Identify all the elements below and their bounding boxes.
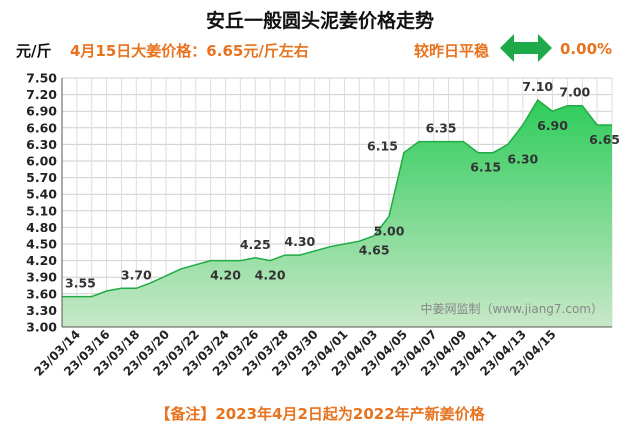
price-note: 4月15日大姜价格：6.65元/斤左右: [70, 42, 309, 60]
y-tick-label: 3.90: [26, 270, 57, 285]
unit-label: 元/斤: [16, 42, 52, 60]
price-area: [62, 100, 612, 327]
data-label: 3.70: [121, 267, 152, 282]
y-tick-label: 7.50: [26, 71, 57, 86]
y-tick-label: 3.60: [26, 286, 57, 301]
data-label: 7.00: [559, 85, 590, 100]
y-tick-label: 6.00: [26, 154, 57, 169]
double-arrow-icon: [500, 34, 552, 62]
data-labels: 3.55 3.70 4.20 4.25 4.20 4.30 4.65 5.00 6.15 6.35…: [65, 79, 620, 290]
compare-value: 0.00%: [560, 40, 613, 58]
compare-label: 较昨日平稳: [414, 42, 490, 60]
y-tick-label: 6.90: [26, 104, 57, 119]
data-label: 6.35: [426, 121, 457, 136]
data-label: 6.90: [537, 118, 568, 133]
data-label: 7.10: [522, 79, 553, 94]
y-tick-label: 3.30: [26, 303, 57, 318]
y-tick-label: 3.00: [26, 320, 57, 335]
y-tick-label: 5.40: [26, 187, 57, 202]
data-label: 6.65: [589, 132, 620, 147]
footnote: 【备注】2023年4月2日起为2022年产新姜价格: [155, 405, 485, 423]
y-tick-label: 4.20: [26, 253, 57, 268]
data-label: 6.15: [470, 160, 501, 175]
watermark: 中姜网监制（www.jiang7.com）: [421, 301, 603, 316]
price-line: [62, 99, 612, 298]
y-tick-label: 6.30: [26, 137, 57, 152]
y-tick-label: 7.20: [26, 87, 57, 102]
data-label: 3.55: [65, 276, 96, 291]
y-tick-label: 4.80: [26, 220, 57, 235]
data-label: 4.20: [255, 268, 286, 283]
data-label: 5.00: [374, 223, 405, 238]
data-label: 4.65: [359, 243, 390, 258]
y-tick-label: 4.50: [26, 237, 57, 252]
data-label: 6.15: [367, 139, 398, 154]
y-tick-label: 5.70: [26, 170, 57, 185]
y-tick-label: 5.10: [26, 203, 57, 218]
chart-title: 安丘一般圆头泥姜价格走势: [205, 10, 434, 32]
double-arrow-shape: [500, 34, 552, 62]
y-tick-label: 6.60: [26, 120, 57, 135]
data-label: 4.20: [210, 268, 241, 283]
data-label: 4.30: [284, 234, 315, 249]
data-label: 6.30: [507, 151, 538, 166]
data-label: 4.25: [240, 237, 271, 252]
